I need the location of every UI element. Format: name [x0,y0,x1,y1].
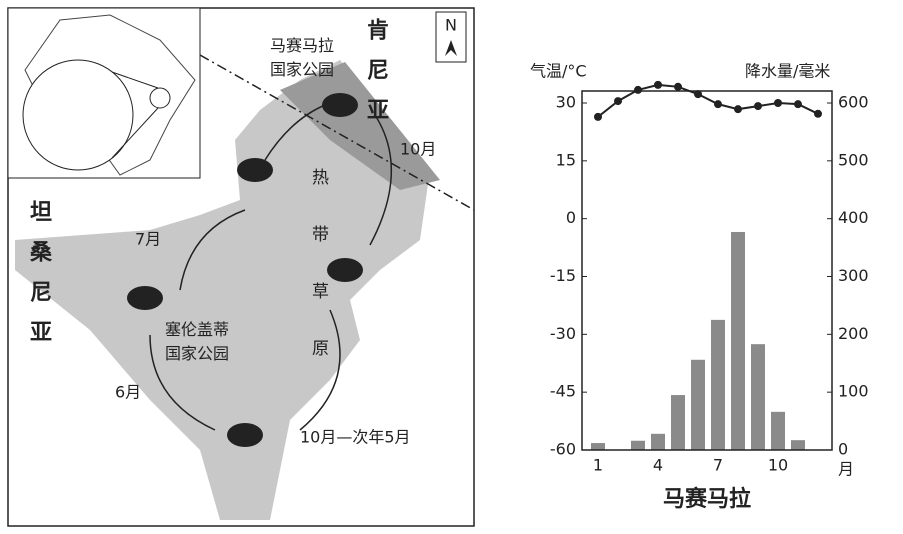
point [734,105,742,114]
chart-title: 马赛马拉 [663,486,751,512]
bar [751,344,765,450]
point [614,97,622,106]
y2-tick-label: 500 [838,150,869,169]
month-label: 6月 [115,383,141,402]
bar [631,440,645,450]
y-tick-label: -45 [550,382,576,401]
y2-tick-label: 400 [838,208,869,227]
month-label: 10月 [400,140,436,159]
savanna-region [15,60,430,520]
park-name: 马赛马拉国家公园 [270,36,334,79]
month-label: 7月 [135,230,161,249]
y-tick-label: -30 [550,324,576,343]
park-name: 塞伦盖蒂国家公园 [165,320,229,363]
point [794,100,802,109]
point [814,109,822,118]
border [199,54,475,211]
bar [651,433,665,450]
y2-tick-label: 200 [838,324,869,343]
compass-box [435,11,467,63]
y-tick-label: 30 [556,93,576,112]
month-label: 10月—次年5月 [300,428,411,447]
bar [691,359,705,450]
animals [127,93,363,447]
kenya: 肯尼亚 [363,18,389,138]
inset-spot [149,87,171,109]
y-tick-label: -60 [550,440,576,459]
masai-mara-region [280,62,440,190]
inset-line [111,107,159,159]
point [754,102,762,111]
y2-tick-label: 300 [838,266,869,285]
bar [791,440,805,450]
line [597,83,819,118]
plot-frame [581,90,833,451]
y-tick-label: -15 [550,266,576,285]
y2-tick-label: 600 [838,93,869,112]
y-tick-label: 15 [556,150,576,169]
y2-label: 降水量/毫米 [745,62,830,81]
x-tick-label: 4 [653,456,663,475]
y2-tick-label: 0 [838,440,848,459]
point [654,80,662,89]
x-tick-label: 7 [713,456,723,475]
bar [591,443,605,450]
point [594,112,602,121]
point [674,82,682,91]
north: N [445,16,457,35]
arrows [149,104,392,431]
y-tick-label: 0 [566,208,576,227]
x-tick-label: 1 [593,456,603,475]
tanzania: 坦桑尼亚 [26,200,52,360]
bar [771,411,785,450]
inset-zoom [22,59,134,171]
bar [711,319,725,450]
map: N 坦桑尼亚 肯尼亚 热带草原 7月 10月 6月 10月—次年5月 马赛马拉国… [7,7,475,527]
compass-arrow [445,40,457,56]
point [774,99,782,107]
x-tick-label: 10 [768,456,788,475]
point [694,90,702,99]
y2-tick-label: 100 [838,382,869,401]
inset-line [111,71,159,89]
savanna: 热带草原 [308,168,329,396]
point [634,85,642,94]
bar [731,231,745,450]
point [714,100,722,109]
x-label: 月 [838,460,854,479]
y-label: 气温/°C [530,62,587,81]
bar [671,395,685,450]
